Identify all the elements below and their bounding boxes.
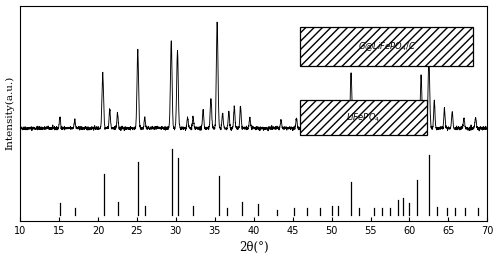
Text: $G@LiFePO_4/C$: $G@LiFePO_4/C$ [358, 40, 416, 53]
Text: $LiFePO_4$: $LiFePO_4$ [346, 111, 381, 124]
X-axis label: 2θ(°): 2θ(°) [239, 242, 268, 255]
Bar [300, 27, 473, 66]
Y-axis label: Intensity(a.u.): Intensity(a.u.) [5, 76, 14, 151]
Bar [300, 100, 427, 135]
